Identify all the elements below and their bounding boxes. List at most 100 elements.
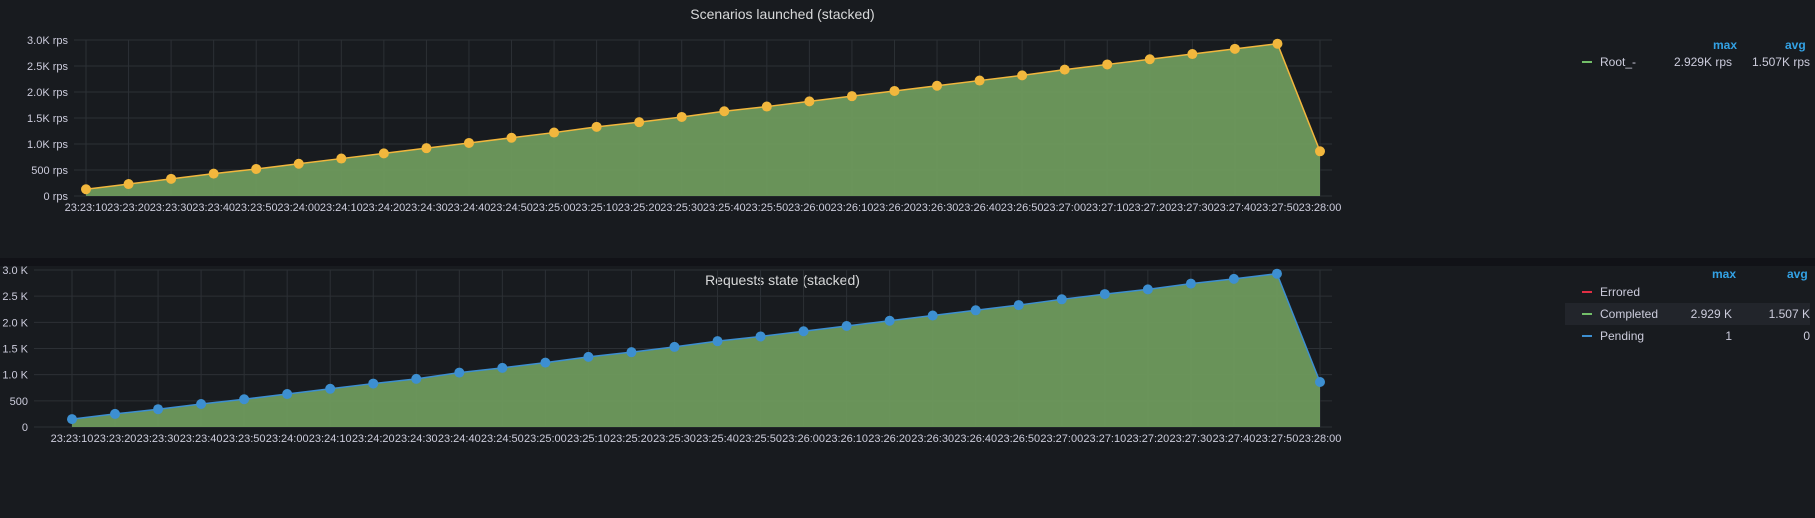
data-point <box>540 357 551 368</box>
y-tick-label: 2.0 K <box>2 317 28 329</box>
x-tick-label: 23:24:00 <box>266 433 309 445</box>
data-point <box>1185 278 1196 289</box>
data-point <box>712 336 723 347</box>
data-point <box>841 320 852 331</box>
data-point <box>368 378 379 389</box>
data-point <box>81 184 91 195</box>
data-point <box>1059 64 1070 75</box>
x-tick-label: 23:23:40 <box>180 433 223 445</box>
series-line <box>71 272 1321 420</box>
x-tick-label: 23:23:50 <box>223 433 266 445</box>
legend-series-name: Errored <box>1600 285 1641 299</box>
data-point <box>1099 289 1110 300</box>
data-point <box>798 326 809 337</box>
data-point <box>208 168 219 179</box>
data-point <box>293 158 304 169</box>
x-tick-label: 23:24:50 <box>490 202 533 214</box>
legend-avg-value: 1.507K rps <box>1751 55 1810 69</box>
x-tick-label: 23:24:30 <box>405 202 448 214</box>
panel-title[interactable]: Requests state (stacked) <box>705 272 860 288</box>
x-tick-label: 23:23:30 <box>137 433 180 445</box>
x-tick-label: 23:26:20 <box>873 202 916 214</box>
data-point <box>970 305 981 316</box>
x-tick-label: 23:24:40 <box>448 202 491 214</box>
x-tick-label: 23:25:40 <box>703 202 746 214</box>
legend-max-value: 1 <box>1725 329 1732 343</box>
legend-series-name: Pending <box>1600 329 1645 343</box>
x-tick-label: 23:25:00 <box>533 202 576 214</box>
x-tick-label: 23:26:00 <box>788 202 831 214</box>
series-area <box>72 273 1320 427</box>
legend-header-avg[interactable]: avg <box>1787 267 1808 281</box>
data-point <box>1272 38 1283 49</box>
x-tick-label: 23:24:10 <box>320 202 363 214</box>
data-point <box>123 179 134 190</box>
data-point <box>378 148 389 159</box>
data-point <box>755 331 766 342</box>
data-point <box>669 341 680 352</box>
legend-header-max[interactable]: max <box>1713 38 1738 52</box>
legend-swatch <box>1582 61 1592 63</box>
legend-swatch <box>1582 335 1592 337</box>
x-tick-label: 23:26:50 <box>1001 202 1044 214</box>
data-point <box>1056 294 1067 305</box>
data-point <box>1228 273 1239 284</box>
x-tick-label: 23:25:00 <box>524 433 567 445</box>
scenarios-chart[interactable]: 0 rps 500 rps 1.0K rps 1.5K rps 2.0K rps 2.5K… <box>0 0 1565 258</box>
panel-title[interactable]: Scenarios launched (stacked) <box>690 6 875 22</box>
y-tick-label: 3.0K rps <box>27 35 68 47</box>
x-tick-label: 23:25:30 <box>660 202 703 214</box>
y-tick-label: 0 <box>22 422 28 434</box>
x-tick-label: 23:23:10 <box>65 202 108 214</box>
data-point <box>1144 54 1155 65</box>
x-tick-label: 23:25:50 <box>739 433 782 445</box>
x-tick-label: 23:25:20 <box>610 433 653 445</box>
data-point <box>1142 284 1153 295</box>
x-tick-label: 23:26:20 <box>868 433 911 445</box>
x-tick-label: 23:27:20 <box>1128 202 1171 214</box>
x-tick-label: 23:26:50 <box>997 433 1040 445</box>
legend-row-pending[interactable]: Pending 1 0 <box>1565 325 1810 347</box>
legend-row-root[interactable]: Root_- 2.929K rps 1.507K rps <box>1565 51 1810 73</box>
data-point <box>1187 49 1198 60</box>
data-point <box>634 117 645 128</box>
data-point <box>1013 300 1024 311</box>
data-point <box>846 91 857 102</box>
data-point <box>974 75 985 86</box>
y-tick-label: 2.0K rps <box>27 87 68 99</box>
x-tick-label: 23:25:50 <box>745 202 788 214</box>
series-area <box>86 43 1320 196</box>
x-tick-label: 23:25:10 <box>567 433 610 445</box>
data-point <box>110 408 121 419</box>
data-point <box>497 362 508 373</box>
x-tick-label: 23:27:20 <box>1126 433 1169 445</box>
legend-max-value: 2.929K rps <box>1673 55 1732 69</box>
x-tick-label: 23:28:00 <box>1299 202 1342 214</box>
legend-header-avg[interactable]: avg <box>1785 38 1806 52</box>
x-tick-label: 23:26:10 <box>831 202 874 214</box>
data-point <box>1271 268 1282 279</box>
x-tick-label: 23:26:40 <box>954 433 997 445</box>
series-line <box>85 42 1321 190</box>
x-tick-label: 23:27:50 <box>1256 202 1299 214</box>
data-point <box>804 96 815 107</box>
legend-row-errored[interactable]: Errored <box>1565 281 1810 303</box>
data-point <box>251 163 262 174</box>
data-point <box>67 414 77 425</box>
y-tick-label: 500 <box>10 396 28 408</box>
data-point <box>719 106 730 117</box>
scenarios-panel: Scenarios launched (stacked) 0 rps 500 rp… <box>0 0 1815 258</box>
x-tick-label: 23:26:10 <box>825 433 868 445</box>
x-tick-label: 23:24:20 <box>362 202 405 214</box>
data-point <box>506 132 517 143</box>
data-point <box>1102 59 1113 70</box>
x-tick-label: 23:27:00 <box>1043 202 1086 214</box>
legend-header-max[interactable]: max <box>1712 267 1737 281</box>
x-tick-label: 23:23:40 <box>192 202 235 214</box>
legend-row-completed[interactable]: Completed 2.929 K 1.507 K <box>1565 303 1810 325</box>
data-point <box>411 373 422 384</box>
requests-panel: Requests state (stacked) 0 500 1.0 K 1.5 K 2… <box>0 266 1815 518</box>
data-point <box>454 367 465 378</box>
x-tick-label: 23:24:00 <box>277 202 320 214</box>
